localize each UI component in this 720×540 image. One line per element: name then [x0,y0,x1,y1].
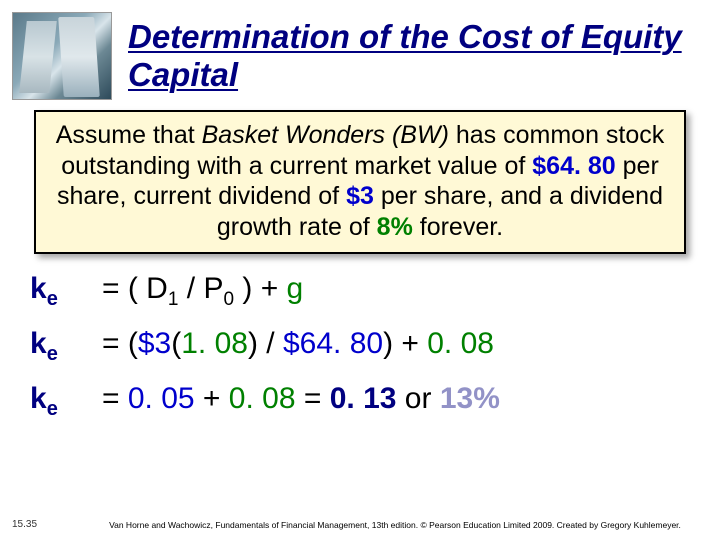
decorative-photo [12,12,112,100]
eq3-eq: = [296,382,330,415]
eq3-val-a: 0. 05 [128,382,195,415]
eq2-k: k [30,327,47,360]
eq1-lhs: ke [30,272,102,311]
eq1-rhs: = ( D1 / P0 ) + g [102,272,303,311]
eq3-result2: 13% [440,382,500,415]
eq2-lhs: ke [30,327,102,366]
market-price: $64. 80 [532,152,615,180]
growth-rate: 8% [377,213,413,241]
footer-citation: Van Horne and Wachowicz, Fundamentals of… [90,520,700,530]
eq3-lhs: ke [30,382,102,421]
eq3-k: k [30,382,47,415]
eq3-result1: 0. 13 [330,382,397,415]
assumption-tail: forever. [413,213,503,241]
eq3-sub-e: e [47,398,58,420]
assumption-box: Assume that Basket Wonders (BW) has comm… [34,110,686,254]
eq2-p: $64. 80 [283,327,383,360]
eq3-rhs: = 0. 05 + 0. 08 = 0. 13 or 13% [102,382,500,416]
dividend: $3 [346,182,374,210]
eq2-gf: 1. 08 [181,327,248,360]
eq2-rhs: = ($3(1. 08) / $64. 80) + 0. 08 [102,327,494,361]
eq1-a: = ( D [102,272,168,305]
company-name: Basket Wonders (BW) [202,121,449,149]
eq2-b: ( [171,327,181,360]
eq1-sub2: 0 [223,289,234,310]
eq1-sub-e: e [47,288,58,310]
equation-1: ke = ( D1 / P0 ) + g [30,272,690,311]
eq1-b: / P [178,272,223,305]
eq3-plus: + [195,382,229,415]
eq3-a: = [102,382,128,415]
eq2-sub-e: e [47,343,58,365]
assumption-text: Assume that Basket Wonders (BW) has comm… [52,120,668,242]
eq3-or: or [396,382,439,415]
eq2-gv: 0. 08 [427,327,494,360]
header: Determination of the Cost of Equity Capi… [0,0,720,100]
slide-title: Determination of the Cost of Equity Capi… [128,12,700,94]
eq1-c: ) + [234,272,287,305]
eq3-val-b: 0. 08 [229,382,296,415]
equation-3: ke = 0. 05 + 0. 08 = 0. 13 or 13% [30,382,690,421]
eq2-d: $3 [138,327,171,360]
equation-2: ke = ($3(1. 08) / $64. 80) + 0. 08 [30,327,690,366]
slide-number: 15.35 [12,519,37,530]
assumption-pre: Assume that [56,121,202,149]
eq2-a: = ( [102,327,138,360]
eq1-g: g [287,272,304,305]
eq1-sub1: 1 [168,289,179,310]
eq2-c: ) / [248,327,283,360]
equations: ke = ( D1 / P0 ) + g ke = ($3(1. 08) / $… [0,266,720,421]
eq2-d2: ) + [383,327,427,360]
eq1-k: k [30,272,47,305]
